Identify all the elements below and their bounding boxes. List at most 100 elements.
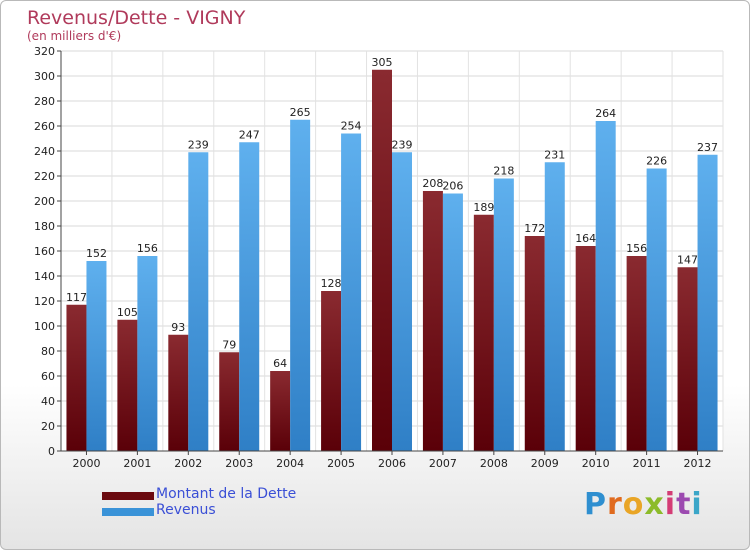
x-tick-label: 2011 (633, 457, 661, 470)
bar-dette (168, 334, 189, 451)
bar-dette (422, 191, 443, 451)
x-tick-label: 2001 (123, 457, 151, 470)
data-label-dette: 189 (473, 201, 494, 214)
y-tick-label: 40 (41, 395, 55, 408)
bar-revenus (137, 256, 158, 451)
logo-letter-5: i (664, 487, 677, 522)
bar-dette (626, 256, 647, 451)
legend-swatch-revenus (102, 508, 154, 516)
data-label-revenus: 239 (188, 138, 209, 151)
legend-label-revenus: Revenus (156, 502, 216, 518)
data-label-dette: 172 (524, 222, 545, 235)
data-label-dette: 117 (66, 291, 87, 304)
data-label-dette: 305 (372, 56, 393, 69)
chart-title: Revenus/Dette - VIGNY (27, 7, 246, 29)
data-label-revenus: 254 (341, 120, 362, 133)
data-label-revenus: 237 (697, 141, 718, 154)
data-label-dette: 93 (171, 321, 185, 334)
x-tick-label: 2009 (531, 457, 559, 470)
logo-letter-4: x (644, 487, 665, 522)
data-label-revenus: 206 (442, 180, 463, 193)
data-label-revenus: 264 (595, 107, 616, 120)
y-tick-label: 320 (34, 45, 55, 58)
bar-revenus (493, 178, 514, 451)
y-tick-label: 220 (34, 170, 55, 183)
bars-layer (66, 69, 718, 451)
bar-revenus (544, 162, 565, 451)
x-tick-label: 2005 (327, 457, 355, 470)
data-label-dette: 105 (117, 306, 138, 319)
bar-revenus (86, 261, 107, 451)
bar-dette (219, 352, 240, 451)
y-tick-label: 20 (41, 420, 55, 433)
data-label-revenus: 156 (137, 242, 158, 255)
y-tick-label: 300 (34, 70, 55, 83)
data-label-dette: 164 (575, 232, 596, 245)
x-tick-label: 2002 (174, 457, 202, 470)
y-tick-label: 0 (48, 445, 55, 458)
axis-layer: 0 20 40 60 80 100 120 140 160 180 200 220 240 260 280 3… (34, 45, 723, 470)
labels-layer: 117 152 105 156 93 239 79 247 64 265 128 254 305 239 2… (66, 56, 718, 370)
legend-swatch-debt (102, 492, 154, 500)
bar-dette (575, 246, 596, 451)
data-label-dette: 128 (321, 277, 342, 290)
y-tick-label: 100 (34, 320, 55, 333)
y-tick-label: 140 (34, 270, 55, 283)
data-label-dette: 147 (677, 253, 698, 266)
data-label-revenus: 152 (86, 247, 107, 260)
bar-revenus (341, 133, 362, 451)
bar-dette (270, 371, 291, 451)
chart-subtitle: (en milliers d'€) (27, 29, 122, 43)
bar-dette (117, 319, 138, 451)
y-tick-label: 240 (34, 145, 55, 158)
y-tick-label: 80 (41, 345, 55, 358)
x-tick-label: 2003 (225, 457, 253, 470)
x-tick-label: 2000 (72, 457, 100, 470)
logo-letter-1: P (584, 487, 607, 522)
data-label-dette: 208 (422, 177, 443, 190)
legend-label-debt: Montant de la Dette (156, 486, 297, 502)
data-label-revenus: 265 (290, 106, 311, 119)
y-tick-label: 260 (34, 120, 55, 133)
x-tick-label: 2004 (276, 457, 304, 470)
x-tick-label: 2007 (429, 457, 457, 470)
bar-dette (677, 267, 698, 451)
x-tick-label: 2012 (684, 457, 712, 470)
y-tick-label: 200 (34, 195, 55, 208)
x-tick-label: 2008 (480, 457, 508, 470)
bar-revenus (392, 152, 412, 451)
bar-revenus (646, 168, 667, 451)
logo-letter-2: r (607, 487, 623, 522)
data-label-revenus: 247 (239, 128, 260, 141)
bar-revenus (290, 119, 311, 451)
bar-dette (473, 214, 494, 451)
data-label-revenus: 231 (544, 148, 565, 161)
x-tick-label: 2006 (378, 457, 406, 470)
bar-revenus (595, 121, 616, 451)
bar-dette (372, 69, 392, 451)
y-tick-label: 180 (34, 220, 55, 233)
x-tick-label: 2010 (582, 457, 610, 470)
data-label-dette: 64 (273, 357, 287, 370)
logo-letter-6: t (676, 487, 692, 522)
y-tick-label: 120 (34, 295, 55, 308)
logo-letter-7: i (691, 487, 703, 522)
bar-dette (66, 304, 87, 451)
logo-letter-3: o (622, 487, 645, 522)
bar-revenus (442, 193, 463, 451)
bar-dette (524, 236, 545, 451)
bar-dette (321, 291, 342, 451)
data-label-revenus: 226 (646, 155, 667, 168)
bar-revenus (239, 142, 260, 451)
bar-revenus (697, 154, 718, 451)
proxiti-logo: Proxiti (584, 487, 703, 522)
data-label-revenus: 239 (392, 138, 413, 151)
data-label-dette: 79 (222, 338, 236, 351)
bar-revenus (188, 152, 209, 451)
y-tick-label: 160 (34, 245, 55, 258)
data-label-dette: 156 (626, 242, 647, 255)
y-tick-label: 60 (41, 370, 55, 383)
data-label-revenus: 218 (493, 165, 514, 178)
